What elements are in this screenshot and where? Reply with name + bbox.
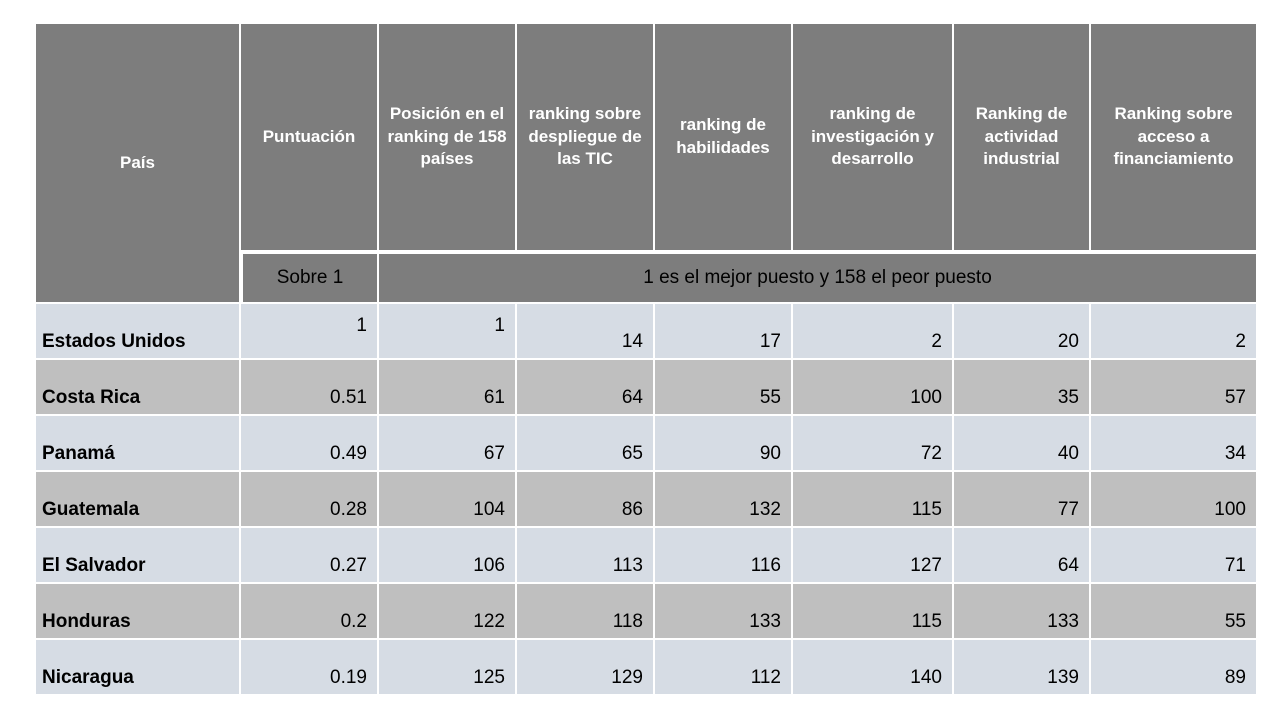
table-row-nicaragua: Nicaragua 0.19 125 129 112 140 139 89 <box>36 640 1256 694</box>
cell-value: 34 <box>1091 416 1256 470</box>
cell-value: 129 <box>517 640 653 694</box>
cell-value: 0.51 <box>241 360 377 414</box>
subheader-row: Sobre 1 1 es el mejor puesto y 158 el pe… <box>36 252 1256 302</box>
cell-value: 67 <box>379 416 515 470</box>
cell-value: 71 <box>1091 528 1256 582</box>
cell-value: 127 <box>793 528 952 582</box>
col-header-despliegue-tic: ranking sobre despliegue de las TIC <box>517 24 653 250</box>
cell-value: 0.27 <box>241 528 377 582</box>
cell-value: 0.49 <box>241 416 377 470</box>
cell-value: 100 <box>793 360 952 414</box>
cell-value: 57 <box>1091 360 1256 414</box>
cell-value: 139 <box>954 640 1089 694</box>
cell-value: 17 <box>655 304 791 358</box>
country-name: Costa Rica <box>36 360 239 414</box>
cell-value: 77 <box>954 472 1089 526</box>
cell-value: 86 <box>517 472 653 526</box>
col-header-habilidades: ranking de habilidades <box>655 24 791 250</box>
cell-value: 55 <box>655 360 791 414</box>
cell-value: 61 <box>379 360 515 414</box>
cell-value: 133 <box>954 584 1089 638</box>
table-row-panama: Panamá 0.49 67 65 90 72 40 34 <box>36 416 1256 470</box>
col-header-puntuacion: Puntuación <box>241 24 377 250</box>
cell-value: 0.19 <box>241 640 377 694</box>
col-header-posicion-ranking: Posición en el ranking de 158 países <box>379 24 515 250</box>
cell-value: 1 <box>379 304 515 358</box>
cell-value: 2 <box>793 304 952 358</box>
cell-value: 132 <box>655 472 791 526</box>
country-name: Estados Unidos <box>36 304 239 358</box>
table-row-el-salvador: El Salvador 0.27 106 113 116 127 64 71 <box>36 528 1256 582</box>
table-row-guatemala: Guatemala 0.28 104 86 132 115 77 100 <box>36 472 1256 526</box>
header-row: País Puntuación Posición en el ranking d… <box>36 24 1256 302</box>
country-name: Nicaragua <box>36 640 239 694</box>
cell-value: 112 <box>655 640 791 694</box>
cell-value: 104 <box>379 472 515 526</box>
cell-value: 65 <box>517 416 653 470</box>
cell-value: 116 <box>655 528 791 582</box>
cell-value: 14 <box>517 304 653 358</box>
col-header-pais: País <box>36 24 239 302</box>
table-row-estados-unidos: Estados Unidos 1 1 14 17 2 20 2 <box>36 304 1256 358</box>
cell-value: 133 <box>655 584 791 638</box>
cell-value: 20 <box>954 304 1089 358</box>
cell-value: 64 <box>954 528 1089 582</box>
cell-value: 89 <box>1091 640 1256 694</box>
table-row-honduras: Honduras 0.2 122 118 133 115 133 55 <box>36 584 1256 638</box>
country-name: El Salvador <box>36 528 239 582</box>
cell-value: 115 <box>793 472 952 526</box>
cell-value: 2 <box>1091 304 1256 358</box>
cell-value: 122 <box>379 584 515 638</box>
cell-value: 140 <box>793 640 952 694</box>
table-row-costa-rica: Costa Rica 0.51 61 64 55 100 35 57 <box>36 360 1256 414</box>
cell-value: 115 <box>793 584 952 638</box>
cell-value: 40 <box>954 416 1089 470</box>
cell-value: 1 <box>241 304 377 358</box>
cell-value: 72 <box>793 416 952 470</box>
country-name: Honduras <box>36 584 239 638</box>
country-name: Guatemala <box>36 472 239 526</box>
country-name: Panamá <box>36 416 239 470</box>
subheader-rank-scale: 1 es el mejor puesto y 158 el peor puest… <box>379 252 1256 302</box>
col-header-acceso-financiamiento: Ranking sobre acceso a financiamiento <box>1091 24 1256 250</box>
col-header-actividad-industrial: Ranking de actividad industrial <box>954 24 1089 250</box>
cell-value: 64 <box>517 360 653 414</box>
cell-value: 106 <box>379 528 515 582</box>
cell-value: 35 <box>954 360 1089 414</box>
cell-value: 125 <box>379 640 515 694</box>
country-ranking-table: País Puntuación Posición en el ranking d… <box>34 22 1258 696</box>
cell-value: 118 <box>517 584 653 638</box>
cell-value: 90 <box>655 416 791 470</box>
cell-value: 0.2 <box>241 584 377 638</box>
col-header-investigacion-desarrollo: ranking de investigación y desarrollo <box>793 24 952 250</box>
cell-value: 100 <box>1091 472 1256 526</box>
cell-value: 55 <box>1091 584 1256 638</box>
subheader-score-scale: Sobre 1 <box>241 252 377 302</box>
cell-value: 0.28 <box>241 472 377 526</box>
cell-value: 113 <box>517 528 653 582</box>
